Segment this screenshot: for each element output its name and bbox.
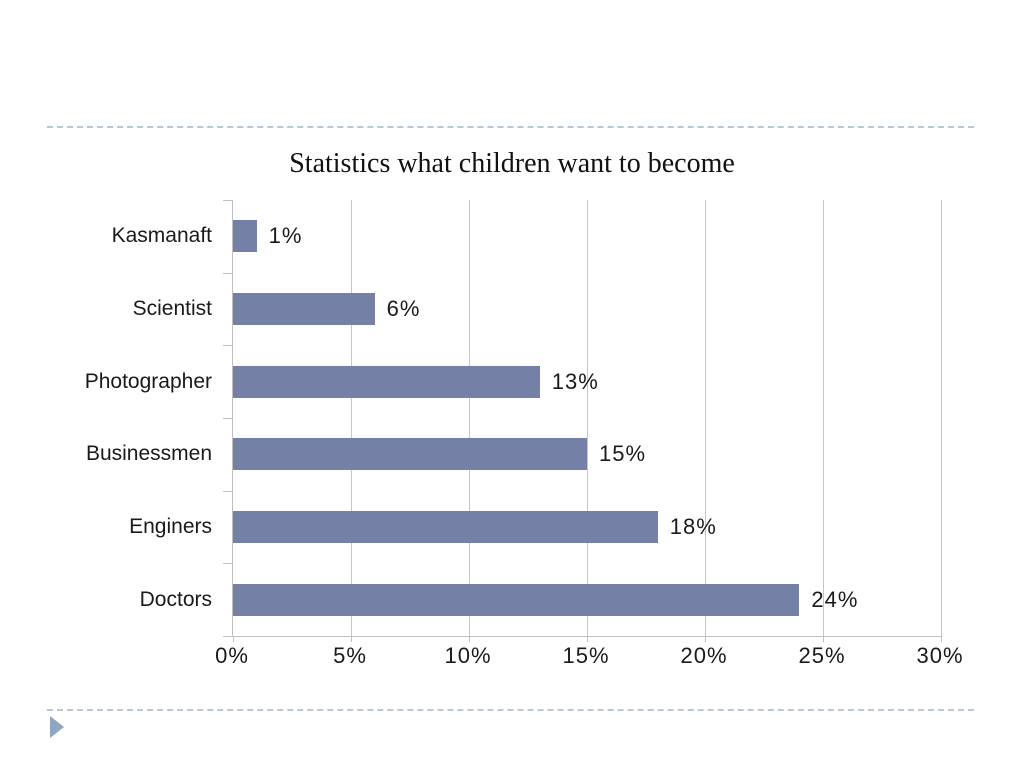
x-axis-tick <box>705 636 706 642</box>
category-label-doctors: Doctors <box>139 587 212 611</box>
gridline <box>469 200 470 636</box>
bar-doctors <box>233 583 800 616</box>
gridline <box>823 200 824 636</box>
category-axis-labels: Kasmanaft Scientist Photographer Businessme… <box>40 200 212 636</box>
x-tick-label: 0% <box>215 643 249 668</box>
bar-value-label: 15% <box>599 441 647 467</box>
gridline <box>587 200 588 636</box>
x-axis-tick <box>469 636 470 642</box>
x-axis-tick <box>823 636 824 642</box>
slide-footer-arrow-icon <box>50 716 64 738</box>
x-axis-labels: 0% 5% 10% 15% 20% 25% 30% <box>215 643 962 677</box>
x-tick-label: 25% <box>798 643 846 668</box>
x-tick-label: 5% <box>333 643 367 668</box>
chart-title: Statistics what children want to become <box>289 148 735 179</box>
y-axis-tick <box>223 490 233 492</box>
x-tick-label: 10% <box>444 643 492 668</box>
bar-value-label: 18% <box>669 514 717 539</box>
bar-businessmen <box>233 438 587 471</box>
x-axis-tick <box>351 636 352 642</box>
y-axis-tick <box>223 563 233 565</box>
bar-value-label: 6% <box>386 296 421 321</box>
x-axis-tick <box>233 636 234 642</box>
x-axis-tick <box>941 636 942 642</box>
bar-value-label: 24% <box>811 586 859 612</box>
y-axis-tick <box>223 418 233 419</box>
bottom-dashed-divider <box>47 709 974 711</box>
gridline <box>941 200 942 636</box>
category-label-businessmen: Businessmen <box>85 442 212 466</box>
y-axis-tick <box>223 200 233 201</box>
bar-value-label: 1% <box>268 223 303 249</box>
x-tick-label: 30% <box>916 643 964 668</box>
category-label-enginers: Enginers <box>129 515 212 538</box>
y-axis-tick <box>223 345 233 347</box>
x-tick-label: 15% <box>562 643 610 668</box>
bar-kasmanaft <box>233 220 257 253</box>
category-label-kasmanaft: Kasmanaft <box>111 224 212 248</box>
bar-scientist <box>233 293 375 325</box>
gridline <box>705 200 706 636</box>
gridline <box>351 200 352 636</box>
category-label-scientist: Scientist <box>132 297 212 320</box>
top-dashed-divider <box>47 126 974 128</box>
bar-photographer <box>233 365 540 398</box>
x-tick-label: 20% <box>680 643 728 668</box>
bar-value-label: 13% <box>551 368 599 394</box>
category-label-photographer: Photographer <box>84 369 212 393</box>
bar-enginers <box>233 511 658 543</box>
plot-area: 1% 6% 13% 15% 18% 24% <box>223 200 942 642</box>
y-axis-tick <box>223 272 233 274</box>
y-axis-tick <box>223 636 233 637</box>
x-axis-tick <box>587 636 588 642</box>
